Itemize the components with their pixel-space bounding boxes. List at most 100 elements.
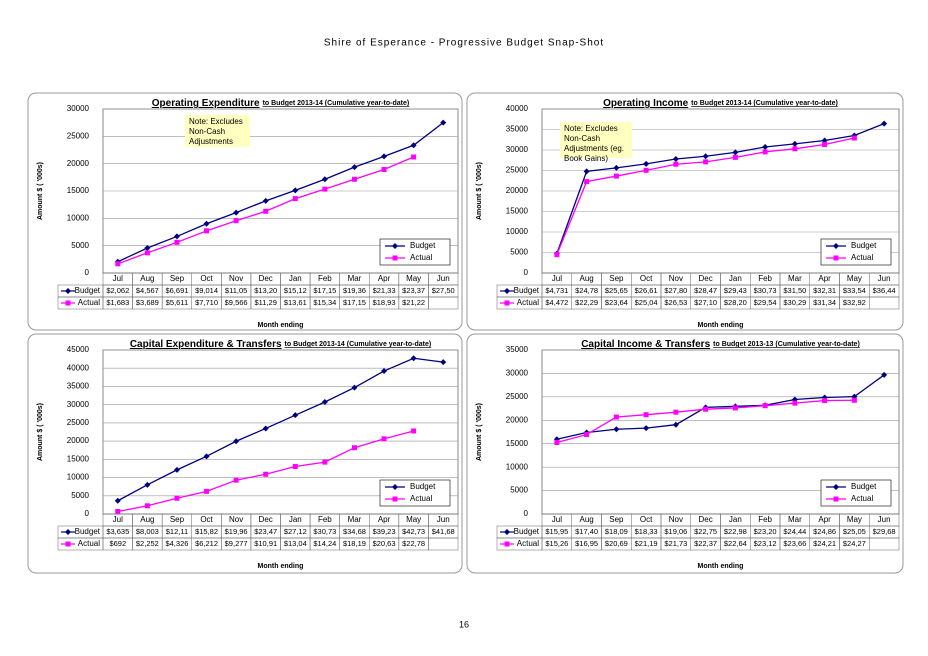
- table-value: $23,12: [754, 539, 777, 548]
- marker: [174, 239, 180, 245]
- legend-label: Budget: [851, 482, 877, 491]
- table-value: $21,19: [635, 539, 658, 548]
- x-tick-label: Sep: [170, 274, 185, 283]
- legend-label: Actual: [410, 494, 432, 503]
- table-value: $2,252: [136, 539, 159, 548]
- legend-box: [379, 479, 451, 507]
- y-tick-label: 0: [524, 268, 529, 277]
- y-tick-label: 10000: [67, 213, 90, 222]
- marker: [792, 400, 798, 406]
- marker: [204, 488, 210, 494]
- chart-panel: Operating Expenditure to Budget 2013-14 (…: [27, 92, 463, 331]
- marker: [351, 164, 358, 171]
- table-value: $30,29: [783, 298, 806, 307]
- marker: [114, 497, 121, 504]
- table-value: $30,73: [754, 286, 777, 295]
- chart-title-main: Capital Expenditure & Transfers: [130, 339, 282, 350]
- y-tick-label: 10000: [67, 473, 90, 482]
- y-tick-label: 5000: [71, 241, 89, 250]
- table-series-name: Budget: [75, 527, 101, 536]
- marker: [410, 142, 417, 149]
- x-tick-label: Jul: [113, 274, 123, 283]
- marker: [174, 495, 180, 501]
- table-value: $11,05: [225, 286, 247, 295]
- y-tick-label: 15000: [506, 207, 529, 216]
- table-value: $20,69: [605, 539, 628, 548]
- table-value: $27,80: [664, 286, 687, 295]
- table-value: $39,23: [373, 527, 396, 536]
- table-value: $17,15: [343, 298, 366, 307]
- table-value: $42,73: [402, 527, 425, 536]
- marker: [732, 154, 738, 160]
- y-tick-label: 35000: [506, 345, 529, 354]
- table-value: $12,11: [166, 527, 188, 536]
- table-value: $23,20: [754, 527, 777, 536]
- marker: [762, 149, 768, 155]
- table-value: $23,64: [605, 298, 628, 307]
- y-tick-label: 25000: [67, 131, 90, 140]
- table-value: $6,691: [165, 286, 188, 295]
- marker: [791, 140, 798, 147]
- series-line: [117, 122, 444, 263]
- x-tick-label: Feb: [758, 515, 772, 524]
- table-value: $18,33: [635, 527, 658, 536]
- table-value: $9,566: [225, 298, 248, 307]
- table-value: $4,472: [545, 298, 568, 307]
- y-tick-label: 35000: [506, 125, 529, 134]
- x-tick-label: May: [847, 515, 862, 524]
- legend-marker: [392, 255, 398, 261]
- chart-panel: Capital Expenditure & Transfers to Budget…: [27, 333, 463, 574]
- marker: [144, 503, 150, 509]
- x-axis-label: Month ending: [698, 563, 744, 570]
- table-value: $16,95: [575, 539, 598, 548]
- table-value: $19,96: [225, 527, 248, 536]
- y-axis-label: Amount $ ( '000s): [37, 403, 44, 461]
- x-tick-label: Oct: [200, 274, 213, 283]
- table-value: $22,37: [694, 539, 717, 548]
- x-tick-label: Apr: [818, 515, 831, 524]
- annotation: Note: Excludes Non-Cash Adjustments: [185, 115, 250, 147]
- marker: [233, 438, 240, 445]
- table-legend-marker: [504, 529, 510, 535]
- marker: [292, 463, 298, 469]
- x-tick-label: Apr: [378, 274, 391, 283]
- table-value: $18,19: [343, 539, 366, 548]
- marker: [613, 173, 619, 179]
- marker: [702, 153, 709, 160]
- x-tick-label: Sep: [170, 515, 185, 524]
- legend-label: Budget: [851, 241, 877, 250]
- x-tick-label: Jan: [289, 274, 302, 283]
- table-value: $22,78: [402, 539, 425, 548]
- table-value: $22,98: [724, 527, 747, 536]
- series-line: [556, 122, 885, 254]
- table-series-name: Budget: [514, 286, 540, 295]
- y-axis-label: Amount $ ( '000s): [476, 162, 483, 220]
- chart-title: Capital Expenditure & Transfers to Budget…: [130, 339, 431, 350]
- y-tick-label: 25000: [506, 166, 529, 175]
- y-tick-label: 20000: [506, 415, 529, 424]
- x-tick-label: Mar: [788, 515, 802, 524]
- x-tick-label: Jan: [729, 515, 742, 524]
- marker: [263, 208, 269, 214]
- x-tick-label: Jul: [552, 515, 562, 524]
- table-value: $29,68: [873, 527, 896, 536]
- marker: [381, 153, 388, 160]
- table-value: $22,75: [694, 527, 717, 536]
- marker: [613, 426, 620, 433]
- marker: [584, 179, 590, 185]
- table-cell: [428, 296, 459, 310]
- marker: [643, 425, 650, 432]
- marker: [411, 428, 417, 434]
- table-value: $18,93: [373, 298, 396, 307]
- x-tick-label: Jan: [729, 274, 742, 283]
- legend-label: Actual: [851, 494, 873, 503]
- legend-marker: [833, 484, 839, 490]
- legend-label: Budget: [410, 482, 436, 491]
- table-cell: [869, 537, 900, 551]
- table-value: $3,635: [106, 527, 129, 536]
- table-series-name: Budget: [75, 286, 101, 295]
- table-value: $17,40: [575, 527, 598, 536]
- legend-marker: [833, 255, 839, 261]
- marker: [613, 414, 619, 420]
